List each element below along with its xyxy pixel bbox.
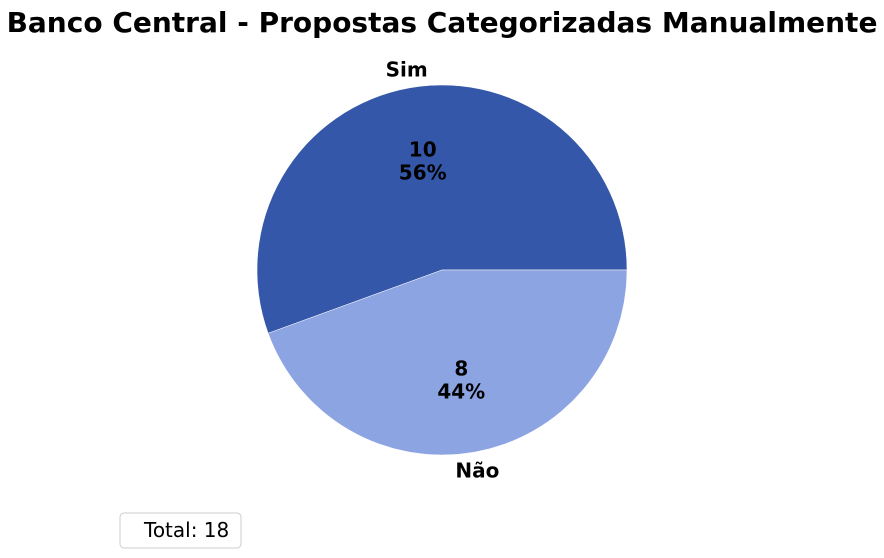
legend: Total: 18 bbox=[119, 512, 242, 549]
pie-slice-sim bbox=[256, 84, 628, 334]
legend-total: Total: 18 bbox=[143, 518, 229, 542]
percent-label: 56% bbox=[399, 161, 447, 185]
pie-slices bbox=[256, 84, 628, 456]
value-label: 8 bbox=[454, 356, 468, 380]
legend-box bbox=[119, 512, 242, 549]
chart-title: Banco Central - Propostas Categorizadas … bbox=[7, 6, 878, 39]
pie-slice-nao bbox=[267, 269, 628, 456]
percent-label: 44% bbox=[437, 379, 485, 403]
category-label: Sim bbox=[386, 58, 428, 82]
category-label: Não bbox=[455, 458, 499, 482]
value-label: 10 bbox=[409, 138, 437, 162]
